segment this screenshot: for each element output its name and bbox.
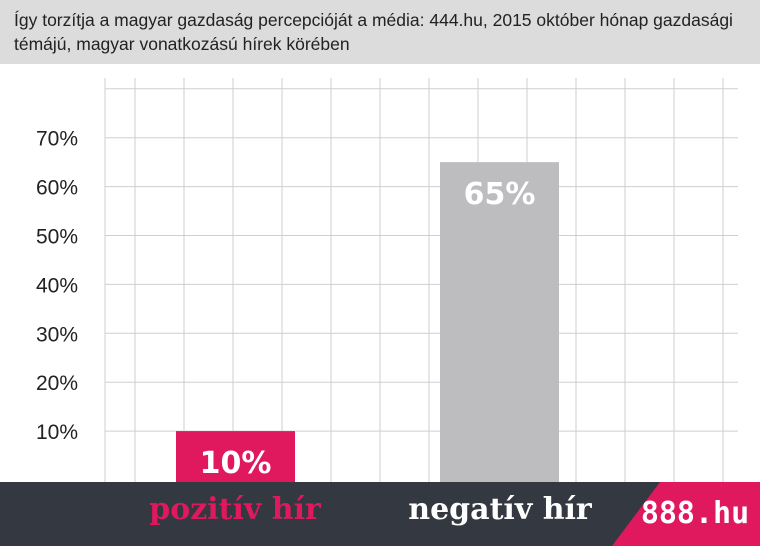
y-tick-label: 60% xyxy=(36,177,78,200)
y-tick-label: 70% xyxy=(36,128,78,151)
chart-title-bar: Így torzítja a magyar gazdaság percepció… xyxy=(0,0,760,64)
category-label-negative: negatív hír xyxy=(408,492,592,527)
y-tick-label: 50% xyxy=(36,226,78,249)
y-tick-label: 40% xyxy=(36,274,78,297)
y-tick-label: 10% xyxy=(36,421,78,444)
bar xyxy=(440,162,559,482)
y-tick-label: 20% xyxy=(36,372,78,395)
chart-title: Így torzítja a magyar gazdaság percepció… xyxy=(14,10,733,54)
brand-logo-text: 888.hu xyxy=(640,496,750,531)
bar-chart: 10% 20% 30% 40% 50% 60% 70% 10% 65% xyxy=(36,78,738,482)
brand-badge xyxy=(612,482,760,546)
bar-data-label: 10% xyxy=(200,446,272,481)
bar-data-label: 65% xyxy=(464,177,536,212)
bar xyxy=(176,431,295,482)
y-tick-label: 30% xyxy=(36,323,78,346)
category-footer: pozitív hír negatív hír 888.hu xyxy=(0,482,760,546)
category-label-positive: pozitív hír xyxy=(149,492,321,527)
